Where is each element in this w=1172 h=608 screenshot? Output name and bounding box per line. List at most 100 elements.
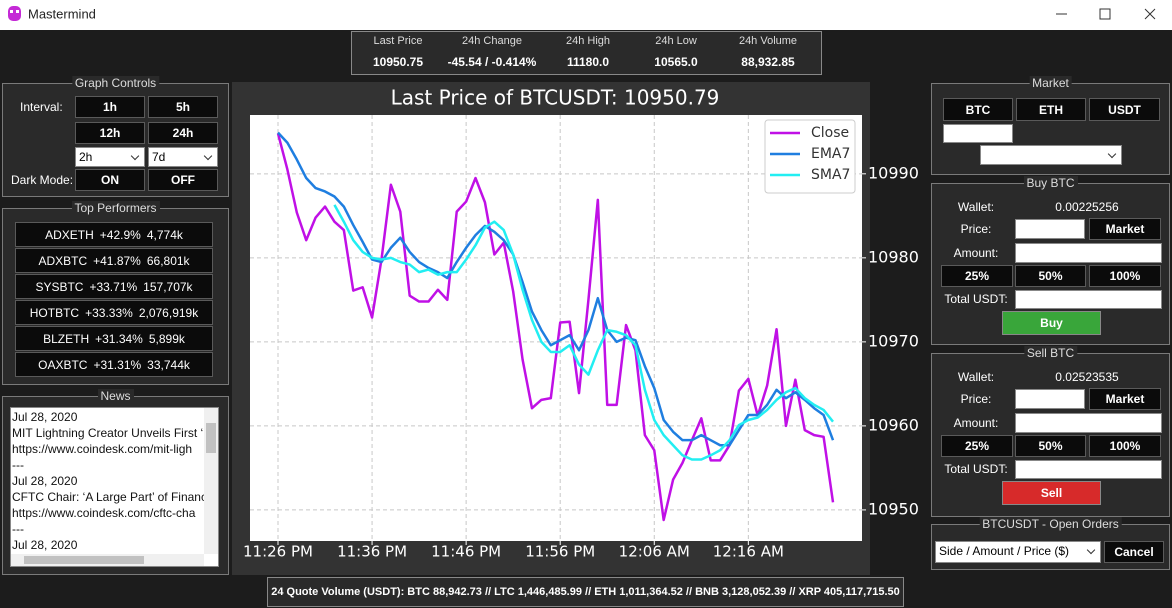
amount-label: Amount: bbox=[953, 246, 999, 260]
ticker-value: 10950.75 bbox=[372, 55, 424, 69]
interval-select[interactable]: 7d bbox=[148, 147, 218, 167]
legend-label: SMA7 bbox=[811, 167, 850, 183]
wallet-value: 0.02523535 bbox=[1055, 370, 1119, 384]
performer-change: +31.34% bbox=[95, 331, 143, 346]
series-line bbox=[276, 133, 835, 522]
y-tick-label: 10950 bbox=[868, 499, 919, 518]
performer-row[interactable]: BLZETH +31.34% 5,899k bbox=[15, 326, 213, 351]
price-label: Price: bbox=[960, 392, 992, 406]
price-label: Price: bbox=[960, 222, 992, 236]
news-line: CFTC Chair: ‘A Large Part’ of Financi bbox=[12, 490, 204, 504]
close-button[interactable] bbox=[1144, 8, 1156, 20]
market-button[interactable]: BTC bbox=[943, 98, 1013, 121]
interval-button[interactable]: 5h bbox=[148, 96, 218, 118]
market-input[interactable] bbox=[943, 124, 1013, 143]
interval-button[interactable]: 1h bbox=[75, 96, 145, 118]
quote-volume-bar: 24 Quote Volume (USDT): BTC 88,942.73 //… bbox=[267, 577, 904, 607]
y-tick-label: 10980 bbox=[868, 247, 919, 266]
percent-button[interactable]: 25% bbox=[941, 265, 1013, 287]
wallet-value: 0.00225256 bbox=[1055, 200, 1119, 214]
app-icon-eye bbox=[16, 10, 19, 13]
market-button[interactable]: ETH bbox=[1016, 98, 1086, 121]
y-tick-label: 10960 bbox=[868, 415, 919, 434]
news-line: Jul 28, 2020 bbox=[12, 474, 78, 488]
performer-volume: 157,707k bbox=[143, 279, 193, 294]
news-line: MIT Lightning Creator Unveils First ‘D bbox=[12, 426, 204, 440]
x-tick-label: 11:26 PM bbox=[243, 543, 313, 561]
market-button[interactable]: USDT bbox=[1089, 98, 1160, 121]
market-price-button[interactable]: Market bbox=[1089, 388, 1161, 410]
performer-symbol: BLZETH bbox=[43, 331, 90, 346]
percent-button[interactable]: 50% bbox=[1015, 435, 1086, 457]
interval-button[interactable]: 24h bbox=[148, 122, 218, 144]
performer-row[interactable]: SYSBTC +33.71% 157,707k bbox=[15, 274, 213, 299]
ticker-header: 24h Volume bbox=[738, 35, 798, 47]
x-tick-label: 11:36 PM bbox=[337, 543, 407, 561]
news-line: --- bbox=[12, 458, 24, 472]
performer-change: +33.71% bbox=[89, 279, 138, 294]
performer-change: +31.31% bbox=[93, 357, 142, 372]
maximize-button[interactable] bbox=[1099, 8, 1111, 20]
ticker-panel bbox=[351, 31, 822, 75]
market-title: Market bbox=[1029, 76, 1072, 90]
price-input[interactable] bbox=[1015, 389, 1085, 409]
interval-select[interactable]: 2h bbox=[75, 147, 145, 167]
performer-symbol: OAXBTC bbox=[38, 357, 88, 372]
interval-label: Interval: bbox=[20, 100, 63, 114]
buy-button[interactable]: Buy bbox=[1002, 311, 1101, 335]
price-input[interactable] bbox=[1015, 219, 1085, 239]
window-title: Mastermind bbox=[28, 6, 96, 21]
app-icon bbox=[8, 6, 21, 21]
amount-input[interactable] bbox=[1015, 243, 1162, 263]
percent-button[interactable]: 100% bbox=[1089, 435, 1161, 457]
ticker-value: 88,932.85 bbox=[741, 55, 795, 69]
market-price-button[interactable]: Market bbox=[1089, 218, 1161, 240]
performer-row[interactable]: OAXBTC +31.31% 33,744k bbox=[15, 352, 213, 377]
performer-row[interactable]: ADXBTC +41.87% 66,801k bbox=[15, 248, 213, 273]
x-tick-label: 12:06 AM bbox=[619, 543, 690, 561]
x-tick-label: 11:56 PM bbox=[525, 543, 595, 561]
cancel-button[interactable]: Cancel bbox=[1104, 541, 1164, 563]
orders-select[interactable]: Side / Amount / Price ($) bbox=[935, 541, 1101, 563]
chart-title: Last Price of BTCUSDT: 10950.79 bbox=[391, 86, 720, 110]
percent-button[interactable]: 25% bbox=[941, 435, 1013, 457]
performer-row[interactable]: HOTBTC +33.33% 2,076,919k bbox=[15, 300, 213, 325]
news-line: https://www.coindesk.com/cftc-cha bbox=[12, 506, 196, 520]
news-line: --- bbox=[12, 522, 24, 536]
x-tick-label: 12:16 AM bbox=[713, 543, 784, 561]
sell-button[interactable]: Sell bbox=[1002, 481, 1101, 505]
ticker-header: 24h Change bbox=[462, 35, 522, 47]
app-icon-eye bbox=[10, 10, 13, 13]
ticker-value: 11180.0 bbox=[566, 55, 610, 69]
performer-symbol: ADXETH bbox=[45, 227, 94, 242]
plot-area bbox=[250, 115, 862, 541]
ticker-value: -45.54 / -0.414% bbox=[447, 55, 537, 69]
sell-panel-title: Sell BTC bbox=[1023, 346, 1078, 360]
y-tick-label: 10970 bbox=[868, 331, 919, 350]
performer-volume: 33,744k bbox=[147, 357, 190, 372]
percent-button[interactable]: 100% bbox=[1089, 265, 1161, 287]
wallet-label: Wallet: bbox=[957, 370, 995, 384]
wallet-label: Wallet: bbox=[957, 200, 995, 214]
performer-row[interactable]: ADXETH +42.9% 4,774k bbox=[15, 222, 213, 247]
amount-input[interactable] bbox=[1015, 413, 1162, 433]
top-performers-title: Top Performers bbox=[71, 201, 160, 215]
dark-mode-button[interactable]: OFF bbox=[148, 169, 218, 191]
performer-volume: 5,899k bbox=[148, 331, 185, 346]
news-line: Jul 28, 2020 bbox=[12, 410, 78, 424]
legend-label: Close bbox=[811, 125, 849, 141]
dark-mode-button[interactable]: ON bbox=[75, 169, 145, 191]
total-input[interactable] bbox=[1015, 460, 1162, 479]
scroll-thumb bbox=[206, 423, 216, 453]
market-select[interactable] bbox=[980, 145, 1122, 165]
percent-button[interactable]: 50% bbox=[1015, 265, 1086, 287]
y-tick-label: 10990 bbox=[868, 163, 919, 182]
news-line: https://www.coindesk.com/mit-ligh bbox=[12, 442, 193, 456]
open-orders-title: BTCUSDT - Open Orders bbox=[979, 517, 1122, 531]
scroll-thumb bbox=[24, 556, 144, 564]
ticker-value: 10565.0 bbox=[654, 55, 698, 69]
news-title: News bbox=[97, 389, 134, 403]
total-input[interactable] bbox=[1015, 290, 1162, 309]
interval-button[interactable]: 12h bbox=[75, 122, 145, 144]
